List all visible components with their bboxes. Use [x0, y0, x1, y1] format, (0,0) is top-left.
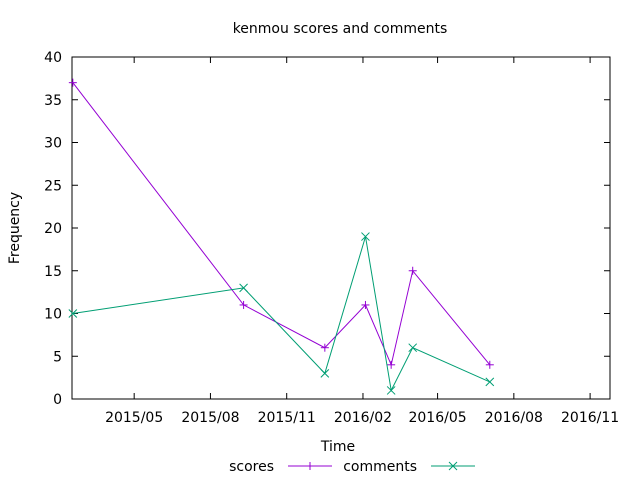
x-tick-label: 2016/02	[334, 410, 392, 426]
series-layer	[68, 78, 495, 395]
legend-swatch-marker	[448, 461, 458, 471]
chart-title: kenmou scores and comments	[233, 21, 448, 37]
x-tick-label: 2016/05	[408, 410, 466, 426]
legend-label: scores	[229, 459, 274, 475]
series-line-comments	[72, 236, 491, 392]
data-point-comments	[68, 309, 78, 318]
legend: scores comments	[229, 459, 475, 475]
x-tick-label: 2015/05	[105, 410, 163, 426]
y-tick-label: 5	[53, 349, 62, 365]
series-scores	[68, 78, 494, 369]
data-point-comments	[485, 377, 495, 387]
y-tick-label: 20	[44, 221, 62, 237]
series-comments	[68, 232, 495, 395]
plot-area-border	[71, 56, 611, 400]
y-tick-label: 15	[44, 264, 62, 280]
x-tick-label: 2016/11	[561, 410, 619, 426]
y-tick-label: 0	[53, 392, 62, 408]
legend-entry-comments: comments	[343, 459, 475, 475]
data-point-comments	[386, 386, 396, 395]
x-tick-label: 2015/08	[181, 410, 239, 426]
y-tick-label: 10	[44, 307, 62, 323]
y-tick-label: 25	[44, 178, 62, 194]
series-line-scores	[72, 82, 491, 367]
legend-entry-scores: scores	[229, 459, 332, 475]
data-point-comments	[361, 232, 370, 241]
y-tick-label: 30	[44, 136, 62, 152]
x-tick-label: 2016/08	[485, 410, 543, 426]
data-point-comments	[320, 368, 330, 378]
y-axis: 0 5 10 15 20 25 30 35 40	[44, 50, 610, 408]
y-tick-label: 40	[44, 50, 62, 66]
data-point-comments	[408, 343, 418, 353]
x-axis: 2015/05 2015/08 2015/11 2016/02 2016/05 2016/…	[105, 57, 619, 426]
y-tick-label: 35	[44, 93, 62, 109]
x-axis-label: Time	[320, 439, 355, 455]
legend-label: comments	[343, 459, 417, 475]
x-tick-label: 2015/11	[258, 410, 316, 426]
y-axis-label: Frequency	[7, 192, 23, 264]
data-point-comments	[239, 283, 248, 293]
